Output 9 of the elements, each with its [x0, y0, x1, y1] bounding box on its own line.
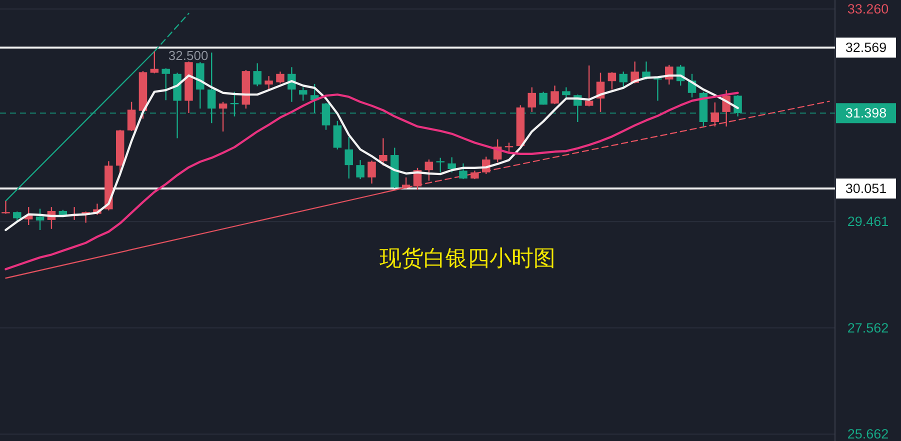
y-tick-label: 29.461 — [847, 214, 889, 230]
y-tick-label: 27.562 — [847, 320, 889, 336]
annotation: 现货白银四小时图 — [380, 246, 556, 270]
ref-line-label: 32.569 — [845, 40, 887, 56]
y-tick-label: 25.662 — [847, 426, 889, 441]
y-tick-label: 33.260 — [847, 1, 889, 16]
ref-line-label: 31.398 — [845, 106, 887, 121]
ref-line-label: 30.051 — [845, 181, 887, 196]
annotation: 32.500 — [168, 48, 208, 63]
